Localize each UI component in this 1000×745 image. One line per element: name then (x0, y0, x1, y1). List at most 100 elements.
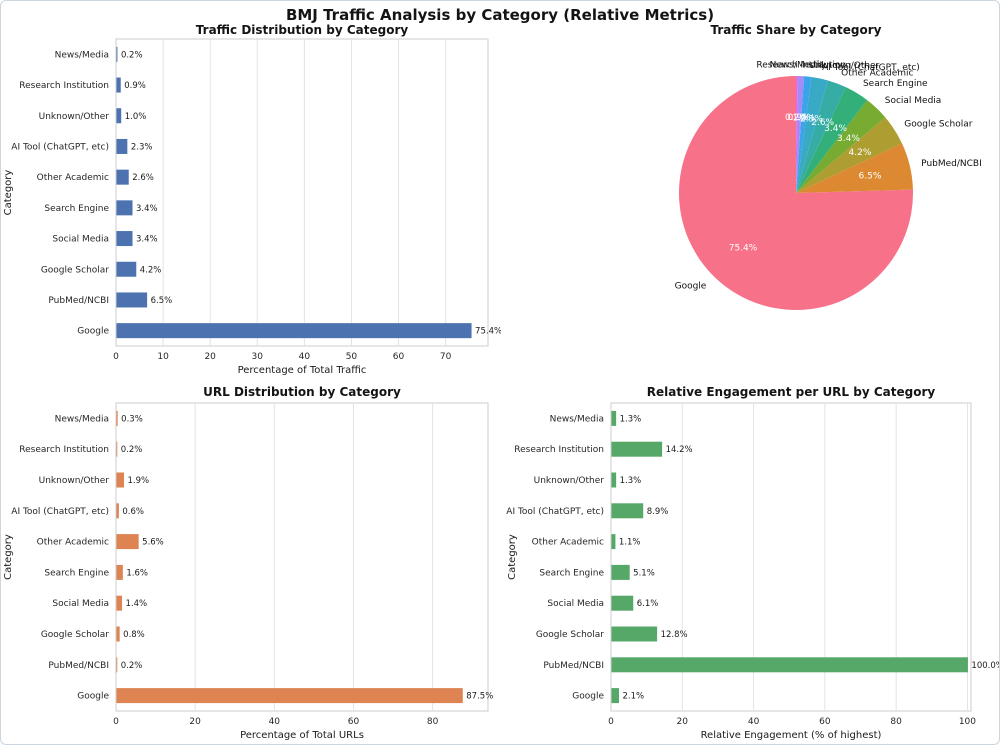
bar (611, 441, 663, 457)
bar (116, 595, 123, 611)
category-label: PubMed/NCBI (543, 661, 604, 671)
bar (116, 292, 148, 308)
bar (116, 108, 122, 124)
x-tick-label: 0 (113, 352, 119, 362)
bar (611, 534, 616, 550)
value-label: 3.4% (136, 204, 158, 214)
x-tick-label: 70 (440, 352, 452, 362)
category-label: Unknown/Other (534, 476, 605, 486)
bar (116, 441, 118, 457)
category-label: Search Engine (44, 568, 109, 578)
value-label: 75.4% (475, 327, 501, 337)
value-label: 1.3% (620, 414, 642, 424)
value-label: 1.9% (128, 476, 150, 486)
category-label: Google Scholar (41, 630, 109, 640)
value-label: 0.8% (123, 630, 145, 640)
pie-label: Research Institution (756, 60, 846, 70)
value-label: 6.5% (151, 296, 173, 306)
category-label: Other Academic (532, 538, 604, 548)
pie-pct-label: 3.4% (824, 124, 847, 134)
value-label: 87.5% (466, 692, 493, 702)
category-label: AI Tool (ChatGPT, etc) (11, 142, 109, 152)
value-label: 5.1% (633, 568, 655, 578)
bar (116, 657, 118, 673)
traffic-distribution-bar-chart: 0 10 20 30 40 50 60 70 News/Media 0.2% Research In… (3, 23, 501, 376)
bar (116, 472, 125, 488)
pie-pct-label: 75.4% (729, 244, 758, 254)
bar (611, 688, 619, 704)
relative-engagement-bar-chart: 0 20 40 60 80 100 News/Media 1.3% Research Insti… (506, 385, 1000, 741)
x-axis-title: Relative Engagement (% of highest) (701, 730, 882, 741)
category-label: Research Institution (19, 445, 109, 455)
pie-label: Other Academic (841, 68, 913, 78)
x-tick-label: 0 (113, 717, 119, 727)
x-tick-label: 60 (348, 717, 360, 727)
figure-title: BMJ Traffic Analysis by Category (Relati… (285, 6, 715, 24)
bar (116, 564, 123, 580)
pie-label: Social Media (885, 96, 942, 106)
pie-label: Unknown/Other (809, 61, 880, 71)
bar (116, 261, 137, 277)
y-axis-title: Category (3, 534, 14, 580)
pie-label: AI Tool (ChatGPT, etc) (822, 63, 920, 73)
pie-pct-label: 2.6% (811, 118, 834, 128)
category-label: PubMed/NCBI (48, 661, 109, 671)
value-label: 0.2% (121, 661, 143, 671)
value-label: 0.2% (121, 445, 143, 455)
category-label: Google Scholar (536, 630, 604, 640)
category-label: AI Tool (ChatGPT, etc) (506, 507, 604, 517)
bar (116, 323, 472, 339)
bar (116, 231, 133, 247)
value-label: 100.0% (971, 661, 1000, 671)
chart-title: URL Distribution by Category (203, 385, 401, 399)
x-tick-label: 80 (890, 717, 902, 727)
value-label: 4.2% (140, 265, 162, 275)
x-tick-label: 40 (269, 717, 281, 727)
x-tick-label: 20 (189, 717, 201, 727)
value-label: 2.1% (622, 692, 644, 702)
category-label: News/Media (55, 50, 109, 60)
pie-label: Google Scholar (904, 119, 972, 129)
category-label: Other Academic (37, 538, 109, 548)
category-label: PubMed/NCBI (48, 296, 109, 306)
category-label: Research Institution (514, 445, 604, 455)
bar (611, 626, 658, 642)
pie-label: News/Media (770, 60, 824, 70)
category-label: AI Tool (ChatGPT, etc) (11, 507, 109, 517)
pie-pct-label: 0.9% (788, 113, 811, 123)
pie-slice (796, 76, 798, 193)
x-axis-title: Percentage of Total Traffic (238, 365, 367, 376)
category-label: Other Academic (37, 173, 109, 183)
y-axis-title: Category (3, 170, 14, 216)
bar (116, 503, 119, 519)
x-tick-label: 0 (608, 717, 614, 727)
bar (116, 169, 129, 185)
category-label: Social Media (52, 235, 109, 245)
value-label: 14.2% (666, 445, 693, 455)
chart-title: Traffic Share by Category (710, 23, 881, 37)
value-label: 0.3% (121, 414, 143, 424)
x-tick-label: 30 (252, 352, 264, 362)
category-label: News/Media (550, 414, 604, 424)
bar (611, 410, 617, 426)
pie-slice (796, 87, 868, 193)
category-label: Unknown/Other (39, 476, 110, 486)
traffic-share-pie-chart: Traffic Share by Category Google 75.4% PubM… (675, 23, 982, 310)
pie-slice (796, 143, 913, 193)
url-distribution-bar-chart: 0 20 40 60 80 News/Media 0.3% Research Institut… (3, 385, 493, 741)
pie-pct-label: 0.2% (785, 113, 808, 123)
value-label: 2.3% (131, 142, 153, 152)
x-tick-label: 100 (959, 717, 976, 727)
bar (116, 138, 128, 154)
category-label: Google Scholar (41, 265, 109, 275)
pie-pct-label: 6.5% (859, 171, 882, 181)
pie-pct-label: 4.2% (849, 148, 872, 158)
pie-pct-label: 2.3% (800, 115, 823, 125)
pie-slice (796, 76, 805, 193)
chart-title: Relative Engagement per URL by Category (647, 385, 936, 399)
pie-label: Google (675, 281, 707, 291)
value-label: 12.8% (661, 630, 688, 640)
value-label: 0.6% (122, 507, 144, 517)
bar (611, 503, 644, 519)
pie-slice (796, 117, 902, 193)
